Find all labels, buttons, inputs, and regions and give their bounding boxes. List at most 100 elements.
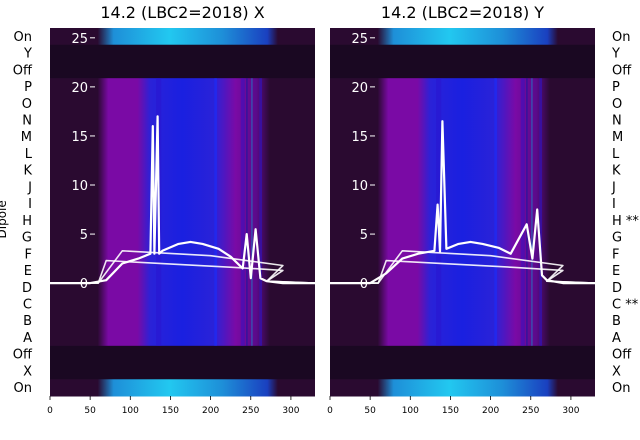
heatmap-row (330, 111, 595, 129)
row-label: B (23, 314, 32, 329)
row-label: On (14, 30, 32, 45)
heatmap-row (50, 178, 315, 196)
heatmap-streak (494, 78, 497, 346)
heatmap-row (330, 195, 595, 213)
row-label: P (24, 80, 32, 95)
x-tick-label: 300 (562, 406, 579, 416)
x-tick-label: 200 (482, 406, 499, 416)
heatmap-row (50, 278, 315, 297)
overlay-y-tick-label: 15 (71, 130, 88, 145)
heatmap-row (330, 212, 595, 230)
row-label: D (612, 281, 622, 296)
x-tick-label: 0 (47, 406, 53, 416)
row-label: E (612, 264, 620, 279)
heatmap-row (330, 362, 595, 380)
panel-title: 14.2 (LBC2=2018) X (100, 3, 264, 22)
heatmap-streak (531, 78, 533, 346)
heatmap-streak (246, 78, 248, 346)
row-label: Off (612, 348, 632, 363)
row-label: C ** (612, 298, 639, 313)
x-tick-label: 50 (84, 406, 96, 416)
row-label: E (24, 264, 32, 279)
heatmap-row (50, 212, 315, 230)
overlay-y-tick-label: 10 (351, 179, 368, 194)
heatmap-row (330, 44, 595, 62)
heatmap-row (50, 362, 315, 380)
row-label: K (23, 164, 32, 179)
heatmap-row (50, 145, 315, 163)
row-label: X (23, 364, 32, 379)
heatmap-streak (539, 78, 542, 346)
heatmap-row (50, 78, 315, 96)
x-tick-label: 300 (282, 406, 299, 416)
row-label: L (612, 147, 620, 162)
heatmap-row (50, 379, 315, 397)
heatmap-row (330, 312, 595, 330)
x-tick-label: 100 (402, 406, 419, 416)
row-label: K (612, 164, 621, 179)
row-label: Off (612, 63, 632, 78)
row-label: G (612, 231, 622, 246)
heatmap-row (330, 78, 595, 96)
heatmap-row (330, 278, 595, 297)
heatmap-row (50, 345, 315, 364)
heatmap-streak (526, 78, 528, 346)
row-label: O (22, 97, 32, 112)
overlay-y-tick-label: 0 (80, 277, 88, 292)
row-label: H (22, 214, 32, 229)
row-label: G (22, 231, 32, 246)
heatmap-row (330, 295, 595, 313)
row-label: J (27, 180, 32, 195)
heatmap-row (330, 379, 595, 397)
heatmap-row (50, 28, 315, 46)
heatmap-streak (251, 78, 253, 346)
row-label: N (612, 114, 622, 129)
heatmap-row (50, 195, 315, 213)
heatmap-row (50, 228, 315, 246)
heatmap-row (330, 178, 595, 196)
heatmap-row (330, 329, 595, 347)
heatmap-streak (259, 78, 262, 346)
row-label: F (25, 247, 32, 262)
row-label: F (612, 247, 619, 262)
x-tick-label: 100 (122, 406, 139, 416)
row-label: Off (13, 63, 33, 78)
row-label: A (23, 331, 32, 346)
heatmap-row (50, 44, 315, 62)
row-label: Y (611, 47, 620, 62)
x-tick-label: 200 (202, 406, 219, 416)
heatmap-streak (520, 78, 525, 346)
overlay-trace (330, 120, 595, 285)
row-label: P (612, 80, 620, 95)
overlay-y-tick-label: 5 (80, 228, 88, 243)
heatmap-streak (240, 78, 245, 346)
overlay-y-tick-label: 25 (351, 32, 368, 47)
heatmap-row (330, 28, 595, 46)
overlay-y-tick-label: 5 (360, 228, 368, 243)
x-tick-label: 150 (162, 406, 179, 416)
heatmap-row (330, 161, 595, 180)
row-label: Off (13, 348, 33, 363)
overlay-y-tick-label: 0 (360, 277, 368, 292)
heatmap-row (50, 295, 315, 313)
row-label: D (22, 281, 32, 296)
heatmap-row (50, 128, 315, 146)
panel-title: 14.2 (LBC2=2018) Y (381, 3, 544, 22)
overlay-y-tick-label: 15 (351, 130, 368, 145)
overlay-y-tick-label: 20 (71, 81, 88, 96)
heatmap-row (50, 312, 315, 330)
row-label: B (612, 314, 621, 329)
row-label: I (28, 197, 32, 212)
row-label: X (612, 364, 621, 379)
row-label: M (21, 130, 32, 145)
row-label: Y (23, 47, 32, 62)
overlay-trace (50, 115, 315, 285)
row-label: On (14, 381, 32, 396)
row-label: L (25, 147, 33, 162)
row-label: O (612, 97, 622, 112)
x-tick-label: 50 (364, 406, 376, 416)
heatmap-row (50, 111, 315, 129)
heatmap-streak (214, 78, 217, 346)
